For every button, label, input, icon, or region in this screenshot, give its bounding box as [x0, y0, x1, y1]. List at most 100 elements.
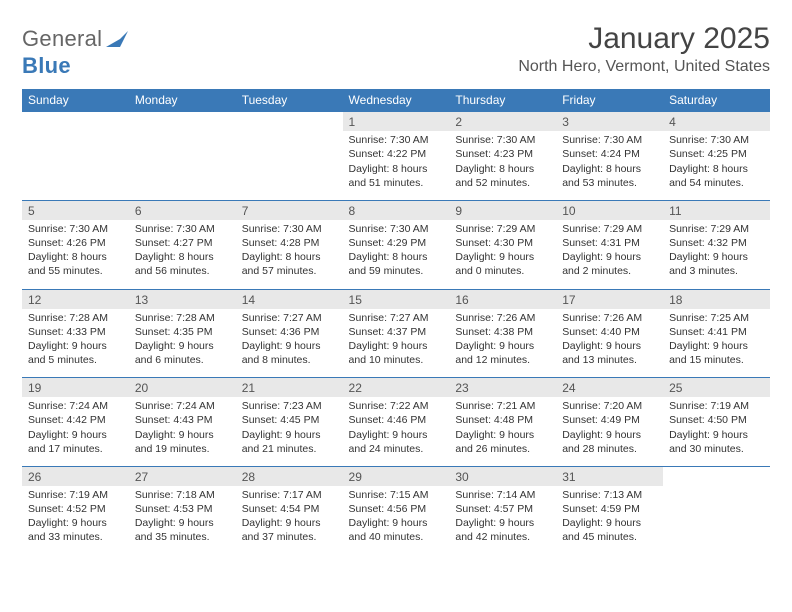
sunset-line: Sunset: 4:22 PM — [349, 147, 444, 161]
sunset-line: Sunset: 4:35 PM — [135, 325, 230, 339]
sunset-line: Sunset: 4:49 PM — [562, 413, 657, 427]
sunset-line: Sunset: 4:23 PM — [455, 147, 550, 161]
dow-monday: Monday — [129, 89, 236, 112]
empty-daynum — [129, 112, 236, 132]
daylight-line-2: and 26 minutes. — [455, 442, 550, 456]
daylight-line-1: Daylight: 9 hours — [669, 339, 764, 353]
sunrise-line: Sunrise: 7:30 AM — [562, 133, 657, 147]
detail-15: Sunrise: 7:27 AMSunset: 4:37 PMDaylight:… — [343, 309, 450, 378]
detail-20: Sunrise: 7:24 AMSunset: 4:43 PMDaylight:… — [129, 397, 236, 466]
daynum-10: 10 — [556, 200, 663, 220]
detail-25: Sunrise: 7:19 AMSunset: 4:50 PMDaylight:… — [663, 397, 770, 466]
detail-3: Sunrise: 7:30 AMSunset: 4:24 PMDaylight:… — [556, 131, 663, 200]
sunset-line: Sunset: 4:27 PM — [135, 236, 230, 250]
daylight-line-1: Daylight: 9 hours — [562, 250, 657, 264]
daynum-19: 19 — [22, 378, 129, 398]
sunrise-line: Sunrise: 7:29 AM — [669, 222, 764, 236]
sunrise-line: Sunrise: 7:30 AM — [135, 222, 230, 236]
sunrise-line: Sunrise: 7:30 AM — [242, 222, 337, 236]
detail-27: Sunrise: 7:18 AMSunset: 4:53 PMDaylight:… — [129, 486, 236, 555]
sunrise-line: Sunrise: 7:26 AM — [455, 311, 550, 325]
daynum-1: 1 — [343, 112, 450, 132]
daylight-line-1: Daylight: 9 hours — [242, 516, 337, 530]
detail-29: Sunrise: 7:15 AMSunset: 4:56 PMDaylight:… — [343, 486, 450, 555]
detail-24: Sunrise: 7:20 AMSunset: 4:49 PMDaylight:… — [556, 397, 663, 466]
sunrise-line: Sunrise: 7:19 AM — [28, 488, 123, 502]
sunset-line: Sunset: 4:31 PM — [562, 236, 657, 250]
week-1-detail-row: Sunrise: 7:30 AMSunset: 4:26 PMDaylight:… — [22, 220, 770, 289]
daylight-line-1: Daylight: 9 hours — [455, 250, 550, 264]
sunset-line: Sunset: 4:29 PM — [349, 236, 444, 250]
sunrise-line: Sunrise: 7:30 AM — [669, 133, 764, 147]
detail-10: Sunrise: 7:29 AMSunset: 4:31 PMDaylight:… — [556, 220, 663, 289]
daynum-27: 27 — [129, 466, 236, 486]
detail-21: Sunrise: 7:23 AMSunset: 4:45 PMDaylight:… — [236, 397, 343, 466]
daynum-13: 13 — [129, 289, 236, 309]
location: North Hero, Vermont, United States — [518, 58, 770, 76]
daylight-line-1: Daylight: 9 hours — [455, 339, 550, 353]
daylight-line-2: and 52 minutes. — [455, 176, 550, 190]
detail-13: Sunrise: 7:28 AMSunset: 4:35 PMDaylight:… — [129, 309, 236, 378]
daylight-line-1: Daylight: 9 hours — [135, 428, 230, 442]
daylight-line-1: Daylight: 9 hours — [455, 516, 550, 530]
sunrise-line: Sunrise: 7:30 AM — [349, 133, 444, 147]
sunset-line: Sunset: 4:28 PM — [242, 236, 337, 250]
dow-sunday: Sunday — [22, 89, 129, 112]
daylight-line-1: Daylight: 8 hours — [242, 250, 337, 264]
sunrise-line: Sunrise: 7:27 AM — [242, 311, 337, 325]
daylight-line-2: and 53 minutes. — [562, 176, 657, 190]
detail-18: Sunrise: 7:25 AMSunset: 4:41 PMDaylight:… — [663, 309, 770, 378]
daylight-line-1: Daylight: 8 hours — [28, 250, 123, 264]
dow-friday: Friday — [556, 89, 663, 112]
sunset-line: Sunset: 4:57 PM — [455, 502, 550, 516]
daylight-line-1: Daylight: 9 hours — [669, 250, 764, 264]
week-0-detail-row: Sunrise: 7:30 AMSunset: 4:22 PMDaylight:… — [22, 131, 770, 200]
sunset-line: Sunset: 4:37 PM — [349, 325, 444, 339]
sunrise-line: Sunrise: 7:20 AM — [562, 399, 657, 413]
daynum-16: 16 — [449, 289, 556, 309]
sunrise-line: Sunrise: 7:18 AM — [135, 488, 230, 502]
daylight-line-2: and 59 minutes. — [349, 264, 444, 278]
daylight-line-2: and 19 minutes. — [135, 442, 230, 456]
day-of-week-row: SundayMondayTuesdayWednesdayThursdayFrid… — [22, 89, 770, 112]
dow-thursday: Thursday — [449, 89, 556, 112]
dow-tuesday: Tuesday — [236, 89, 343, 112]
sunrise-line: Sunrise: 7:19 AM — [669, 399, 764, 413]
sunset-line: Sunset: 4:32 PM — [669, 236, 764, 250]
daylight-line-2: and 5 minutes. — [28, 353, 123, 367]
week-2-detail-row: Sunrise: 7:28 AMSunset: 4:33 PMDaylight:… — [22, 309, 770, 378]
daylight-line-1: Daylight: 9 hours — [562, 516, 657, 530]
sunrise-line: Sunrise: 7:29 AM — [455, 222, 550, 236]
empty-daynum — [236, 112, 343, 132]
sunrise-line: Sunrise: 7:25 AM — [669, 311, 764, 325]
sunset-line: Sunset: 4:50 PM — [669, 413, 764, 427]
detail-19: Sunrise: 7:24 AMSunset: 4:42 PMDaylight:… — [22, 397, 129, 466]
logo-text: General Blue — [22, 26, 128, 79]
daynum-29: 29 — [343, 466, 450, 486]
daynum-24: 24 — [556, 378, 663, 398]
daylight-line-1: Daylight: 9 hours — [562, 428, 657, 442]
sunset-line: Sunset: 4:56 PM — [349, 502, 444, 516]
sunrise-line: Sunrise: 7:26 AM — [562, 311, 657, 325]
sunset-line: Sunset: 4:40 PM — [562, 325, 657, 339]
daylight-line-2: and 6 minutes. — [135, 353, 230, 367]
sunrise-line: Sunrise: 7:30 AM — [349, 222, 444, 236]
sunrise-line: Sunrise: 7:28 AM — [135, 311, 230, 325]
daylight-line-2: and 57 minutes. — [242, 264, 337, 278]
daynum-20: 20 — [129, 378, 236, 398]
daynum-11: 11 — [663, 200, 770, 220]
daylight-line-1: Daylight: 8 hours — [562, 162, 657, 176]
daylight-line-1: Daylight: 9 hours — [242, 428, 337, 442]
dow-saturday: Saturday — [663, 89, 770, 112]
daylight-line-2: and 13 minutes. — [562, 353, 657, 367]
daynum-12: 12 — [22, 289, 129, 309]
daylight-line-1: Daylight: 8 hours — [349, 250, 444, 264]
sunset-line: Sunset: 4:43 PM — [135, 413, 230, 427]
sunset-line: Sunset: 4:54 PM — [242, 502, 337, 516]
week-4-detail-row: Sunrise: 7:19 AMSunset: 4:52 PMDaylight:… — [22, 486, 770, 555]
sunrise-line: Sunrise: 7:23 AM — [242, 399, 337, 413]
daynum-30: 30 — [449, 466, 556, 486]
daynum-2: 2 — [449, 112, 556, 132]
daylight-line-2: and 2 minutes. — [562, 264, 657, 278]
daylight-line-1: Daylight: 9 hours — [455, 428, 550, 442]
